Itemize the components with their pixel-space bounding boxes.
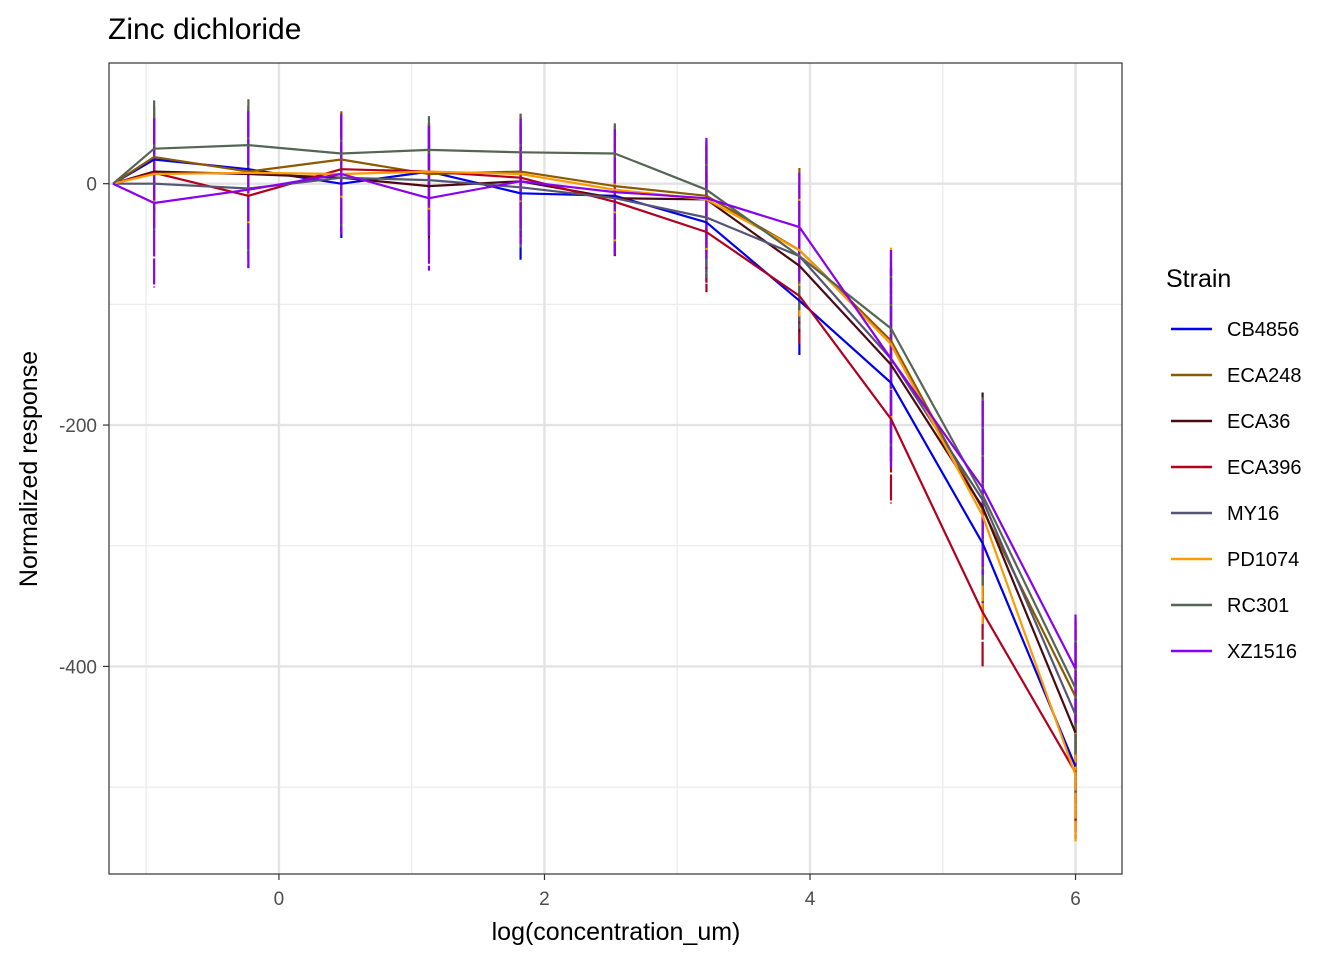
legend-title: Strain [1166, 265, 1231, 293]
legend-label-eca396: ECA396 [1227, 457, 1302, 479]
legend-label-cb4856: CB4856 [1227, 319, 1299, 341]
series-line-pd1074 [112, 170, 1077, 776]
series-line-my16 [113, 176, 1077, 716]
x-axis-title: log(concentration_um) [492, 918, 741, 946]
chart-title: Zinc dichloride [108, 13, 301, 46]
x-tick-label: 0 [274, 889, 285, 910]
y-tick-label: -200 [59, 416, 97, 437]
series-line-eca396 [112, 168, 1077, 774]
legend-label-pd1074: PD1074 [1227, 549, 1299, 571]
y-axis-title: Normalized response [15, 351, 43, 587]
y-tick-label: 0 [86, 175, 97, 196]
x-tick-label: 6 [1070, 889, 1081, 910]
x-tick-label: 4 [805, 889, 816, 910]
legend-label-xz1516: XZ1516 [1227, 641, 1297, 663]
legend-label-eca36: ECA36 [1227, 411, 1290, 433]
series-line-cb4856 [112, 158, 1077, 768]
legend-label-rc301: RC301 [1227, 595, 1289, 617]
legend-label-my16: MY16 [1227, 503, 1279, 525]
y-axis: 0 -200 -400 [59, 175, 109, 678]
panel-border [108, 62, 1123, 875]
series-line-rc301 [112, 144, 1077, 689]
x-axis: 0 2 4 6 [274, 874, 1081, 910]
series-lines [112, 144, 1077, 776]
series-line-xz1516 [112, 172, 1077, 670]
y-tick-label: -400 [59, 657, 97, 678]
error-bars [153, 99, 1077, 842]
series-line-eca248 [112, 156, 1077, 698]
legend: Strain CB4856 ECA248 ECA36 ECA396 MY16 PD1074… [1166, 265, 1302, 663]
x-tick-label: 2 [539, 889, 550, 910]
legend-label-eca248: ECA248 [1227, 365, 1302, 387]
